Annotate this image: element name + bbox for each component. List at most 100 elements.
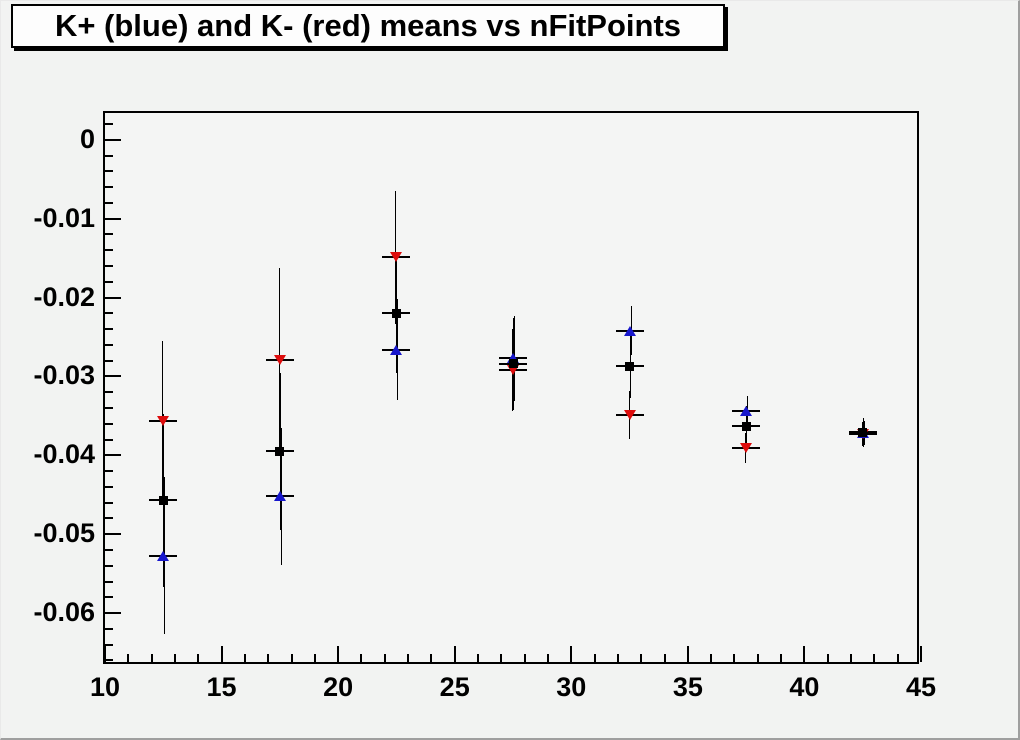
x-minor-tick xyxy=(360,654,363,662)
x-minor-tick xyxy=(523,654,526,662)
y-minor-tick xyxy=(105,186,113,189)
marker-square xyxy=(158,495,168,505)
x-minor-tick xyxy=(290,654,293,662)
y-major-tick xyxy=(105,533,121,536)
y-minor-tick xyxy=(105,485,113,488)
y-minor-tick xyxy=(105,659,113,662)
marker-triangle-down xyxy=(740,443,753,454)
y-minor-tick xyxy=(105,580,113,583)
x-minor-tick xyxy=(826,654,829,662)
marker-triangle-down xyxy=(390,252,403,263)
x-major-tick xyxy=(920,646,922,662)
marker-square xyxy=(741,421,751,431)
x-major-tick xyxy=(220,646,223,662)
x-minor-tick xyxy=(896,654,899,662)
y-tick-label: -0.03 xyxy=(33,360,95,391)
y-minor-tick xyxy=(105,470,113,473)
marker-triangle-down xyxy=(507,365,519,376)
x-major-tick xyxy=(686,646,689,662)
x-minor-tick xyxy=(313,654,316,662)
marker-square xyxy=(625,361,635,371)
x-minor-tick xyxy=(477,654,480,662)
x-minor-tick xyxy=(127,654,130,662)
y-tick-label: -0.01 xyxy=(33,202,95,233)
x-minor-tick xyxy=(616,654,619,662)
marker-triangle-down xyxy=(273,354,286,365)
x-minor-tick xyxy=(733,654,736,662)
y-minor-tick xyxy=(105,201,113,204)
x-tick-label: 20 xyxy=(323,672,354,702)
x-tick-label: 25 xyxy=(439,672,470,702)
y-tick-label: -0.04 xyxy=(33,439,95,470)
x-minor-tick xyxy=(710,654,713,662)
y-major-tick xyxy=(105,296,121,299)
x-major-tick xyxy=(803,646,806,662)
x-minor-tick xyxy=(756,654,759,662)
marker-square xyxy=(391,308,401,318)
y-tick-label: -0.06 xyxy=(33,597,95,628)
x-minor-tick xyxy=(593,654,596,662)
y-major-tick xyxy=(105,138,121,141)
y-minor-tick xyxy=(105,501,113,504)
x-minor-tick xyxy=(173,654,176,662)
x-minor-tick xyxy=(780,654,783,662)
y-minor-tick xyxy=(105,422,113,425)
y-minor-tick xyxy=(105,564,113,567)
x-tick-label: 45 xyxy=(905,672,937,702)
x-minor-tick xyxy=(243,654,246,662)
x-major-tick xyxy=(570,646,573,662)
y-major-tick xyxy=(105,612,121,615)
marker-triangle-down xyxy=(623,410,636,421)
y-minor-tick xyxy=(105,233,113,236)
x-minor-tick xyxy=(197,654,200,662)
y-minor-tick xyxy=(105,328,113,331)
data-points-layer xyxy=(105,113,917,662)
marker-square xyxy=(858,427,868,437)
marker-triangle-up xyxy=(157,550,170,561)
y-minor-tick xyxy=(105,596,113,599)
y-minor-tick xyxy=(105,359,113,362)
x-major-tick xyxy=(104,646,106,662)
x-major-tick xyxy=(453,646,456,662)
marker-triangle-up xyxy=(507,353,519,364)
marker-triangle-up xyxy=(623,325,636,336)
x-major-tick xyxy=(337,646,340,662)
x-tick-label: 10 xyxy=(89,672,121,702)
x-minor-tick xyxy=(873,654,876,662)
marker-triangle-down xyxy=(157,416,170,427)
y-minor-tick xyxy=(105,438,113,441)
y-major-tick xyxy=(105,217,121,220)
x-minor-tick xyxy=(407,654,410,662)
y-minor-tick xyxy=(105,549,113,552)
y-tick-label: -0.02 xyxy=(33,281,95,312)
marker-square xyxy=(508,359,518,369)
marker-square xyxy=(275,446,285,456)
marker-triangle-up xyxy=(390,344,403,355)
y-major-tick xyxy=(105,454,121,457)
x-tick-label: 15 xyxy=(206,672,237,702)
axis-labels-layer: 10 15 20 25 30 35 40 45 0 -0.01 -0.02 -0.03 -0.04 -0.… xyxy=(33,113,936,700)
y-minor-tick xyxy=(105,312,113,315)
y-minor-tick xyxy=(105,517,113,520)
y-minor-tick xyxy=(105,249,113,252)
plot-frame: 10 15 20 25 30 35 40 45 0 -0.01 -0.02 -0.03 -0.04 -0.… xyxy=(33,111,936,701)
axis-ticks-layer xyxy=(104,113,922,662)
y-minor-tick xyxy=(105,154,113,157)
x-minor-tick xyxy=(546,654,549,662)
y-minor-tick xyxy=(105,343,113,346)
x-minor-tick xyxy=(640,654,643,662)
x-minor-tick xyxy=(267,654,270,662)
y-minor-tick xyxy=(105,643,113,646)
chart-title: K+ (blue) and K- (red) means vs nFitPoin… xyxy=(54,8,682,43)
x-minor-tick xyxy=(663,654,666,662)
chart-title-box: K+ (blue) and K- (red) means vs nFitPoin… xyxy=(11,4,725,48)
x-tick-label: 40 xyxy=(789,672,820,702)
x-tick-label: 30 xyxy=(556,672,587,702)
y-minor-tick xyxy=(105,170,113,173)
marker-triangle-up xyxy=(740,406,753,417)
y-minor-tick xyxy=(105,123,113,126)
y-tick-label: -0.05 xyxy=(33,518,95,549)
x-minor-tick xyxy=(430,654,433,662)
x-minor-tick xyxy=(850,654,853,662)
